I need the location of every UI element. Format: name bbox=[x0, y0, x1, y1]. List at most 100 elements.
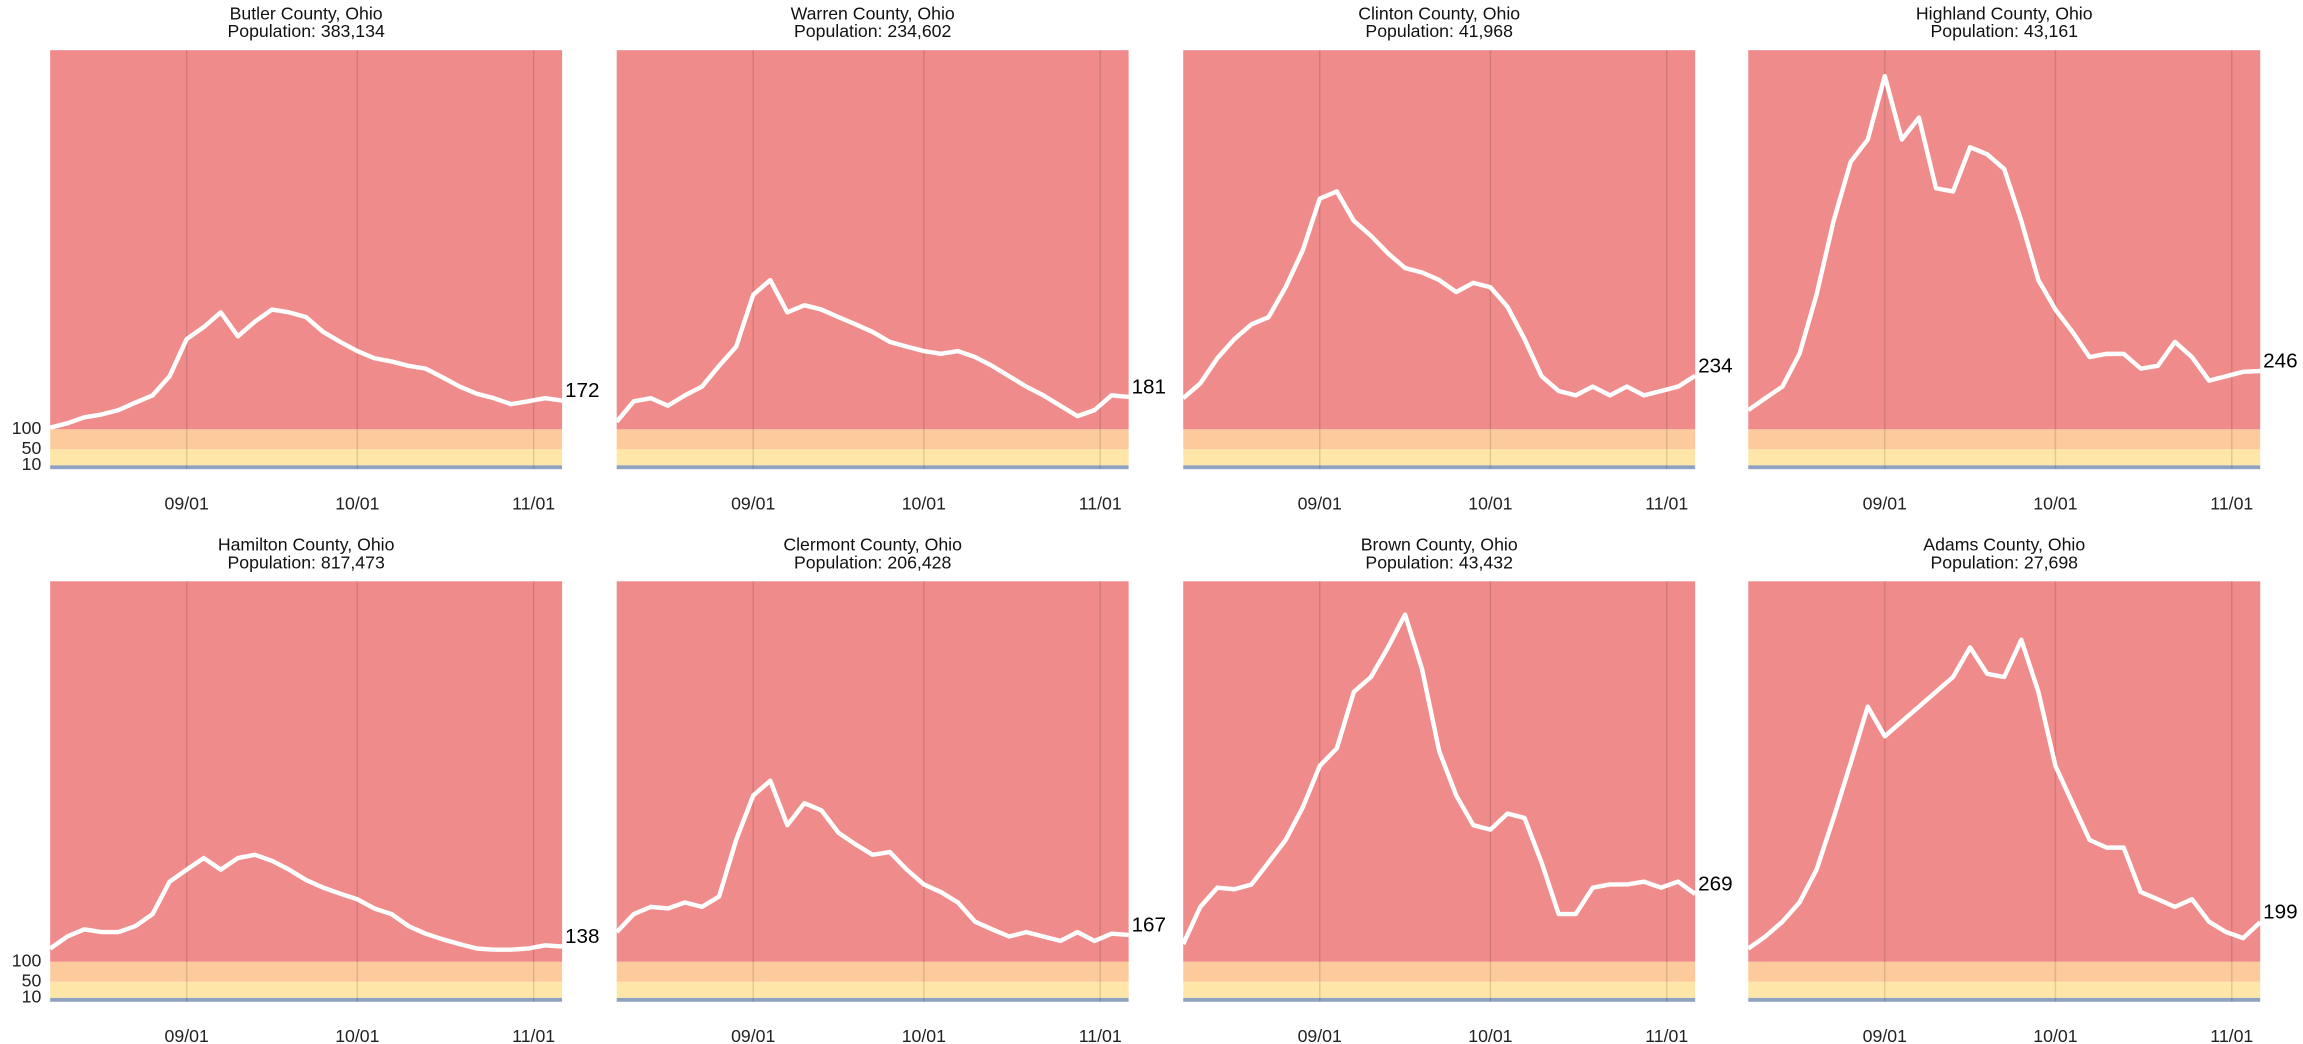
band bbox=[616, 465, 1129, 470]
panel-subtitle: Population: 383,134 bbox=[227, 21, 385, 41]
panel-subtitle: Population: 817,473 bbox=[227, 552, 385, 572]
band bbox=[616, 50, 1129, 430]
band bbox=[1183, 50, 1696, 430]
band bbox=[50, 581, 563, 962]
band bbox=[50, 449, 563, 466]
panel-subtitle: Population: 234,602 bbox=[794, 21, 951, 41]
panel-title: Highland County, Ohio bbox=[1916, 3, 2093, 23]
x-tick-label: 10/01 bbox=[2033, 493, 2077, 513]
end-value-label: 167 bbox=[1132, 914, 1166, 937]
band bbox=[1748, 449, 2261, 466]
band bbox=[50, 981, 563, 998]
y-tick-label: 50 bbox=[22, 970, 42, 990]
line bbox=[615, 778, 1129, 944]
band bbox=[50, 997, 563, 1002]
x-tick-label: 11/01 bbox=[1079, 493, 1122, 513]
x-tick-label: 09/01 bbox=[165, 493, 209, 513]
x-tick-label: 10/01 bbox=[335, 1026, 379, 1044]
x-tick-label: 11/01 bbox=[2210, 1026, 2253, 1044]
band bbox=[1748, 429, 2261, 450]
panel-title: Warren County, Ohio bbox=[791, 3, 955, 23]
band bbox=[616, 581, 1129, 962]
band bbox=[1183, 449, 1696, 466]
band bbox=[1183, 961, 1696, 982]
panel-title: Hamilton County, Ohio bbox=[218, 535, 395, 555]
end-value-label: 138 bbox=[565, 925, 599, 948]
panel-title: Adams County, Ohio bbox=[1923, 535, 2085, 555]
panel-title: Clermont County, Ohio bbox=[783, 535, 962, 555]
y-tick-label: 100 bbox=[12, 950, 42, 970]
panel-subtitle: Population: 27,698 bbox=[1930, 552, 2078, 572]
band bbox=[50, 465, 563, 470]
x-tick-label: 09/01 bbox=[1298, 493, 1342, 513]
x-tick-label: 10/01 bbox=[902, 1026, 946, 1044]
band bbox=[1183, 465, 1696, 470]
x-tick-label: 09/01 bbox=[165, 1026, 209, 1044]
band bbox=[50, 429, 563, 450]
x-tick-label: 11/01 bbox=[1079, 1026, 1122, 1044]
end-value-label: 199 bbox=[2263, 901, 2297, 924]
x-tick-label: 10/01 bbox=[902, 493, 946, 513]
band bbox=[616, 981, 1129, 998]
end-value-label: 172 bbox=[565, 379, 599, 402]
band bbox=[1748, 50, 2261, 430]
x-tick-label: 11/01 bbox=[2210, 493, 2253, 513]
line bbox=[1181, 612, 1697, 946]
band bbox=[1748, 997, 2261, 1002]
y-tick-label: 100 bbox=[12, 418, 42, 438]
x-tick-label: 11/01 bbox=[512, 1026, 555, 1044]
end-value-label: 269 bbox=[1698, 873, 1732, 896]
line bbox=[614, 277, 1129, 424]
band bbox=[616, 961, 1129, 982]
panel-subtitle: Population: 41,968 bbox=[1365, 21, 1513, 41]
x-tick-label: 09/01 bbox=[731, 1026, 775, 1044]
band bbox=[1748, 581, 2261, 962]
line bbox=[49, 307, 563, 430]
x-tick-label: 09/01 bbox=[1863, 493, 1907, 513]
x-tick-label: 10/01 bbox=[2033, 1026, 2077, 1044]
x-tick-label: 10/01 bbox=[335, 493, 379, 513]
x-tick-label: 10/01 bbox=[1468, 1026, 1512, 1044]
band bbox=[1748, 981, 2261, 998]
y-tick-label: 10 bbox=[22, 454, 42, 474]
band bbox=[50, 50, 563, 430]
panel-title: Butler County, Ohio bbox=[230, 3, 383, 23]
band bbox=[1183, 429, 1696, 450]
x-tick-label: 11/01 bbox=[1645, 1026, 1688, 1044]
line bbox=[1747, 637, 2262, 951]
band bbox=[616, 449, 1129, 466]
band bbox=[1748, 465, 2261, 470]
band bbox=[1183, 981, 1696, 998]
y-tick-label: 10 bbox=[22, 986, 42, 1006]
end-value-label: 181 bbox=[1132, 376, 1166, 399]
band bbox=[616, 429, 1129, 450]
panel-subtitle: Population: 43,432 bbox=[1365, 552, 1513, 572]
line bbox=[1747, 73, 2261, 412]
x-tick-label: 11/01 bbox=[1645, 493, 1688, 513]
x-tick-label: 09/01 bbox=[1298, 1026, 1342, 1044]
band bbox=[1183, 581, 1696, 962]
panel-title: Clinton County, Ohio bbox=[1358, 3, 1520, 23]
x-tick-label: 11/01 bbox=[512, 493, 555, 513]
band bbox=[50, 961, 563, 982]
line bbox=[1181, 189, 1697, 400]
panel-subtitle: Population: 43,161 bbox=[1930, 21, 2078, 41]
band bbox=[1183, 997, 1696, 1002]
end-value-label: 246 bbox=[2263, 350, 2297, 373]
x-tick-label: 09/01 bbox=[1863, 1026, 1907, 1044]
y-tick-label: 50 bbox=[22, 438, 42, 458]
band bbox=[616, 997, 1129, 1002]
band bbox=[1748, 961, 2261, 982]
panel-title: Brown County, Ohio bbox=[1361, 535, 1518, 555]
panel-subtitle: Population: 206,428 bbox=[794, 552, 952, 572]
end-value-label: 234 bbox=[1698, 354, 1732, 377]
